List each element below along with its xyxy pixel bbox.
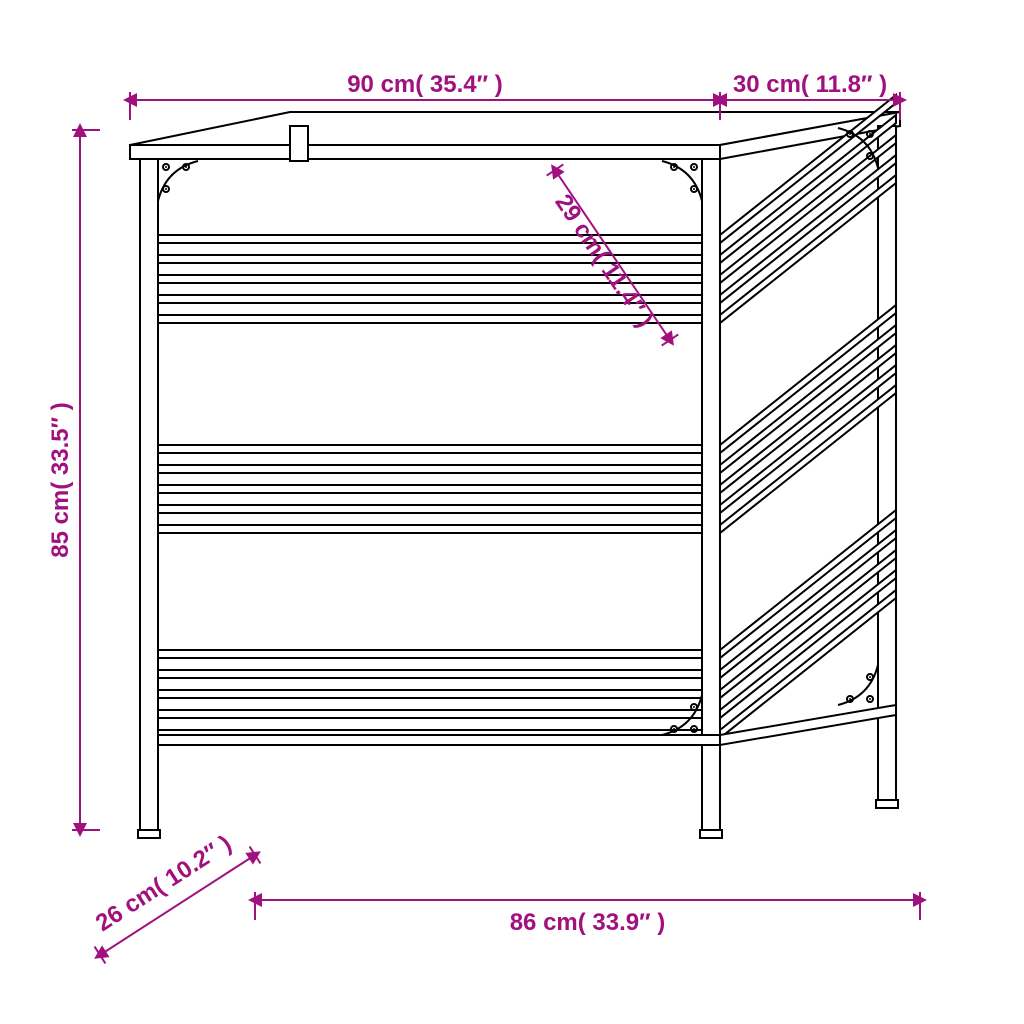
dim-top-width: 90 cm( 35.4″ ) bbox=[347, 71, 503, 98]
dim-bottom-width: 86 cm( 33.9″ ) bbox=[510, 909, 666, 936]
dim-height: 85 cm( 33.5″ ) bbox=[47, 402, 74, 558]
dim-bottom-depth: 26 cm( 10.2″ ) bbox=[91, 830, 236, 937]
dim-top-depth: 30 cm( 11.8″ ) bbox=[733, 71, 887, 98]
